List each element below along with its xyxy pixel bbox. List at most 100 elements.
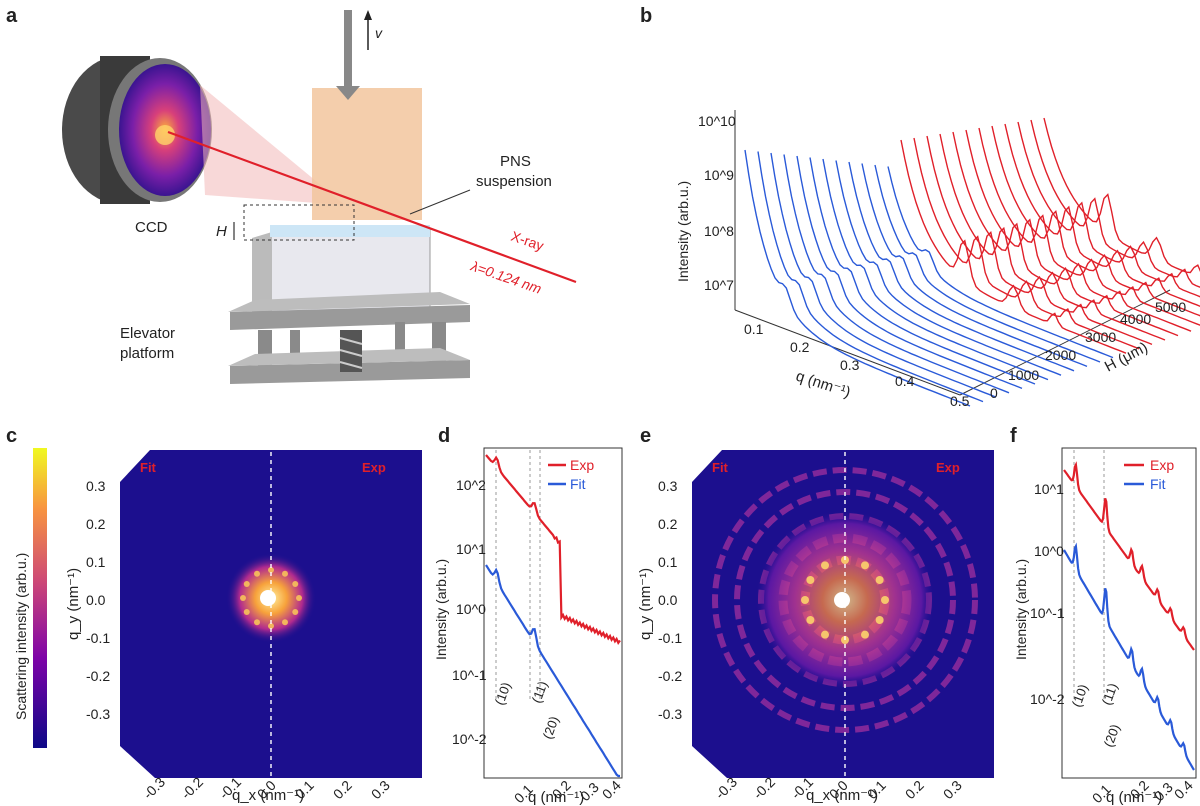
b-curve — [770, 152, 997, 398]
e-peak-spot — [875, 616, 884, 624]
c-peak-spot — [282, 619, 288, 626]
b-ytick-3: 10^7 — [704, 277, 734, 293]
c-ytick: 0.3 — [86, 478, 106, 494]
c-xtick: 0.2 — [330, 777, 355, 802]
c-ytick: 0.2 — [86, 516, 106, 532]
c-peak-spot — [282, 570, 288, 577]
c-peak-spot — [292, 609, 299, 615]
c-peak-spot — [296, 595, 302, 601]
e-peak-spot — [861, 630, 869, 639]
c-peak-spot — [243, 609, 250, 615]
b-htick-3: 3000 — [1085, 329, 1116, 345]
f-ytick-2: 10^-1 — [1030, 605, 1065, 621]
c-ytick: -0.3 — [86, 706, 110, 722]
f-legend-fit: Fit — [1150, 476, 1166, 492]
b-htick-5: 5000 — [1155, 299, 1186, 315]
velocity-label: v — [375, 25, 383, 41]
e-peak-spot — [801, 596, 809, 604]
e-ytick: 0.2 — [658, 516, 678, 532]
e-xtick: 0.2 — [902, 777, 927, 802]
panel-label-b: b — [640, 5, 652, 27]
e-peak-spot — [861, 561, 869, 570]
b-curve — [1017, 121, 1200, 298]
b-ytick-1: 10^9 — [704, 167, 734, 183]
d-ytick-0: 10^2 — [456, 477, 486, 493]
b-curve — [926, 135, 1153, 346]
b-curve — [744, 149, 971, 407]
b-ylabel: Intensity (arb.u.) — [675, 181, 691, 282]
colorbar — [33, 448, 47, 748]
d-legend-exp: Exp — [570, 457, 594, 473]
panel-label-e: e — [640, 425, 651, 447]
panel-label-f: f — [1010, 425, 1017, 447]
b-ytick-0: 10^10 — [698, 113, 736, 129]
b-curve — [835, 160, 1062, 376]
ccd-camera — [62, 56, 212, 204]
d-frame — [483, 447, 623, 779]
e-ylabel: q_y (nm⁻¹) — [637, 568, 654, 640]
b-curve — [783, 154, 1010, 394]
b-curve — [1004, 123, 1200, 307]
e-ytick: 0.3 — [658, 478, 678, 494]
b-xtick-4: 0.5 — [950, 393, 970, 409]
b-htick-0: 0 — [990, 385, 998, 401]
b-ytick-2: 10^8 — [704, 223, 734, 239]
panel-e: e Fit Exp 0.30.20.10.0-0.1-0.2-0.3 -0.3-… — [637, 425, 994, 804]
b-curve — [822, 158, 1049, 381]
d-exp-curve — [485, 454, 621, 645]
f-peak-11: (11) — [1099, 681, 1121, 707]
b-xtick-3: 0.4 — [895, 373, 915, 389]
c-ytick: -0.2 — [86, 668, 110, 684]
f-frame — [1061, 447, 1197, 779]
b-curve — [939, 133, 1166, 341]
panel-c: c Scattering intensity (arb.u.) Fit Exp … — [6, 425, 422, 804]
d-ylabel: Intensity (arb.u.) — [433, 559, 449, 660]
b-q-axis — [734, 309, 961, 396]
push-rod — [344, 10, 352, 90]
ccd-label: CCD — [135, 219, 168, 236]
b-xtick-2: 0.3 — [840, 357, 860, 373]
e-peak-spot — [881, 596, 889, 604]
sample-film — [312, 88, 422, 220]
panel-d: d Intensity (arb.u.) 10^2 10^1 10^0 10^-… — [433, 425, 624, 806]
f-ylabel: Intensity (arb.u.) — [1013, 559, 1029, 660]
c-peak-spot — [254, 619, 260, 626]
f-exp-curve — [1063, 461, 1195, 651]
pns-label-2: suspension — [476, 173, 552, 190]
b-curve — [809, 157, 1036, 385]
d-ytick-1: 10^1 — [456, 541, 486, 557]
e-ytick: 0.0 — [658, 592, 678, 608]
f-peak-10: (10) — [1069, 682, 1091, 709]
f-ytick-0: 10^1 — [1034, 481, 1064, 497]
c-ytick: -0.1 — [86, 630, 110, 646]
f-ytick-1: 10^0 — [1034, 543, 1064, 559]
c-ylabel: q_y (nm⁻¹) — [65, 568, 82, 640]
f-xtick-3: 0.4 — [1171, 777, 1196, 802]
c-xlabel: q_x (nm⁻¹) — [232, 787, 304, 804]
e-xlabel: q_x (nm⁻¹) — [806, 787, 878, 804]
f-ytick-3: 10^-2 — [1030, 691, 1065, 707]
d-legend-fit: Fit — [570, 476, 586, 492]
c-peak-spot — [243, 581, 250, 587]
c-peak-spot — [240, 595, 246, 601]
e-ytick: -0.2 — [658, 668, 682, 684]
elevator-label-2: platform — [120, 345, 174, 362]
e-peak-spot — [821, 630, 829, 639]
d-xtick-3: 0.4 — [599, 777, 624, 802]
e-ytick: -0.3 — [658, 706, 682, 722]
c-peak-spot — [268, 623, 274, 629]
d-ytick-3: 10^-1 — [452, 667, 487, 683]
d-peak-11: (11) — [529, 679, 551, 705]
c-ytick: 0.0 — [86, 592, 106, 608]
elevator-platform — [228, 292, 470, 384]
b-curve — [848, 161, 1075, 372]
b-curve — [861, 163, 1088, 368]
velocity-arrow — [364, 10, 372, 20]
b-curve — [978, 127, 1200, 326]
b-htick-4: 4000 — [1120, 311, 1151, 327]
e-peak-spot — [806, 616, 815, 624]
c-peak-spot — [254, 570, 260, 577]
f-fit-curve — [1063, 542, 1195, 771]
panel-label-d: d — [438, 425, 450, 447]
